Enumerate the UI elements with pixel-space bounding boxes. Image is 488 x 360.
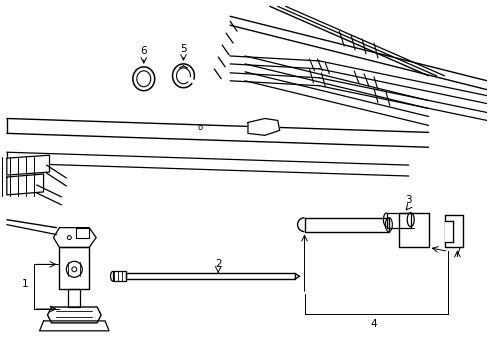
Text: 1: 1 [21, 279, 28, 289]
Polygon shape [304, 218, 388, 231]
Text: 2: 2 [214, 259, 221, 269]
Polygon shape [76, 228, 89, 238]
Text: 5: 5 [180, 44, 186, 54]
Polygon shape [53, 228, 96, 247]
Polygon shape [68, 289, 80, 307]
Polygon shape [113, 271, 126, 281]
Polygon shape [7, 174, 43, 195]
Polygon shape [7, 155, 49, 175]
Polygon shape [445, 215, 462, 247]
Polygon shape [398, 213, 427, 247]
Polygon shape [47, 307, 101, 323]
Polygon shape [445, 221, 452, 242]
Text: 7: 7 [453, 247, 460, 257]
Text: 3: 3 [405, 195, 411, 205]
Polygon shape [40, 321, 109, 331]
Polygon shape [60, 247, 89, 289]
Text: o: o [197, 123, 203, 132]
Polygon shape [126, 273, 294, 279]
Polygon shape [386, 213, 410, 228]
Polygon shape [247, 118, 279, 135]
Text: 6: 6 [140, 46, 147, 56]
Text: 4: 4 [370, 319, 377, 329]
